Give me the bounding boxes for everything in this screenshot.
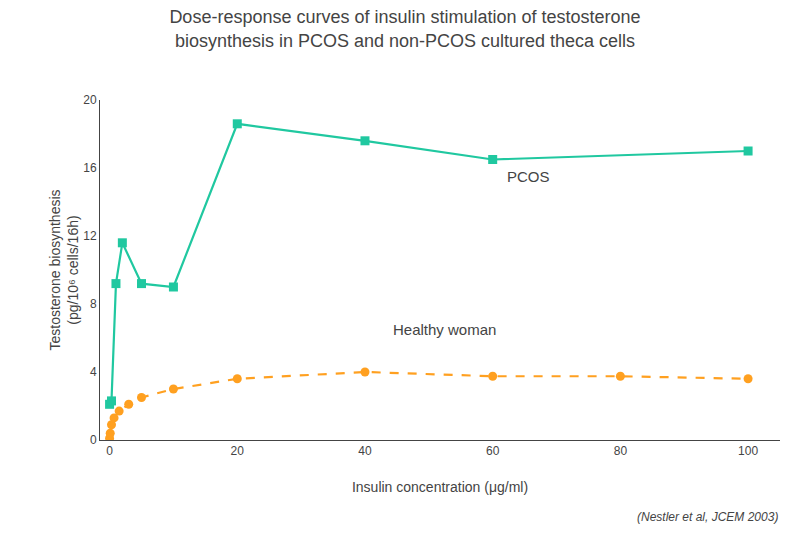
svg-text:16: 16 — [83, 161, 97, 175]
svg-text:8: 8 — [90, 297, 97, 311]
svg-text:20: 20 — [231, 444, 245, 458]
svg-text:40: 40 — [358, 444, 372, 458]
svg-text:4: 4 — [90, 365, 97, 379]
svg-text:Insulin concentration (μg/ml): Insulin concentration (μg/ml) — [352, 479, 528, 495]
svg-text:100: 100 — [738, 444, 758, 458]
svg-text:80: 80 — [614, 444, 628, 458]
svg-text:Dose-response curves of insuli: Dose-response curves of insulin stimulat… — [169, 7, 640, 50]
svg-text:20: 20 — [83, 93, 97, 107]
svg-text:0: 0 — [106, 444, 113, 458]
svg-text:Testosterone biosynthesis(pg/1: Testosterone biosynthesis(pg/10⁶ cells/1… — [47, 189, 81, 350]
svg-text:0: 0 — [90, 433, 97, 447]
svg-text:12: 12 — [83, 229, 97, 243]
svg-text:60: 60 — [486, 444, 500, 458]
svg-text:Healthy woman: Healthy woman — [393, 321, 496, 338]
svg-text:(Nestler et al, JCEM 2003): (Nestler et al, JCEM 2003) — [637, 510, 778, 524]
svg-text:PCOS: PCOS — [507, 168, 550, 185]
